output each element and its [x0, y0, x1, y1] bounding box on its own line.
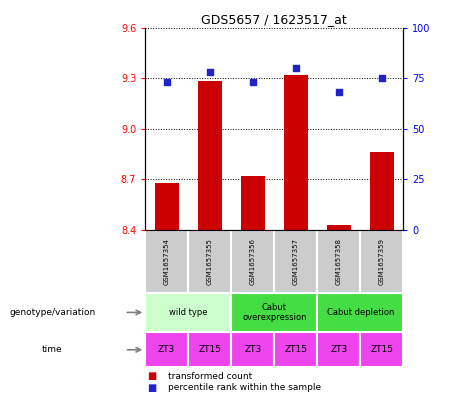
- Text: percentile rank within the sample: percentile rank within the sample: [168, 384, 321, 392]
- Bar: [317, 230, 361, 293]
- Bar: [317, 332, 361, 367]
- Text: Cabut
overexpression: Cabut overexpression: [242, 303, 307, 322]
- Point: [378, 75, 385, 81]
- Bar: [274, 332, 317, 367]
- Bar: [317, 293, 403, 332]
- Bar: [155, 183, 178, 230]
- Text: ZT3: ZT3: [244, 345, 261, 354]
- Text: ■: ■: [148, 383, 157, 393]
- Text: genotype/variation: genotype/variation: [9, 308, 95, 317]
- Text: ZT15: ZT15: [284, 345, 307, 354]
- Text: ZT15: ZT15: [198, 345, 221, 354]
- Point: [292, 65, 300, 71]
- Text: GSM1657356: GSM1657356: [250, 238, 256, 285]
- Bar: [284, 75, 307, 230]
- Text: Cabut depletion: Cabut depletion: [327, 308, 394, 317]
- Bar: [145, 293, 231, 332]
- Bar: [188, 230, 231, 293]
- Point: [163, 79, 171, 85]
- Point: [335, 89, 343, 95]
- Text: transformed count: transformed count: [168, 372, 253, 380]
- Text: time: time: [41, 345, 62, 354]
- Text: GSM1657358: GSM1657358: [336, 238, 342, 285]
- Point: [249, 79, 256, 85]
- Point: [206, 69, 213, 75]
- Text: GSM1657359: GSM1657359: [379, 238, 385, 285]
- Bar: [241, 176, 265, 230]
- Bar: [361, 230, 403, 293]
- Text: ZT3: ZT3: [330, 345, 348, 354]
- Text: ZT3: ZT3: [158, 345, 175, 354]
- Bar: [145, 332, 188, 367]
- Bar: [231, 332, 274, 367]
- Bar: [188, 332, 231, 367]
- Text: GSM1657355: GSM1657355: [207, 238, 213, 285]
- Text: GSM1657357: GSM1657357: [293, 238, 299, 285]
- Bar: [361, 332, 403, 367]
- Text: ZT15: ZT15: [370, 345, 393, 354]
- Text: wild type: wild type: [169, 308, 207, 317]
- Bar: [370, 152, 394, 230]
- Bar: [274, 230, 317, 293]
- Title: GDS5657 / 1623517_at: GDS5657 / 1623517_at: [201, 13, 347, 26]
- Bar: [198, 81, 222, 230]
- Bar: [231, 293, 317, 332]
- Text: GSM1657354: GSM1657354: [164, 238, 170, 285]
- Bar: [327, 225, 351, 230]
- Text: ■: ■: [148, 371, 157, 381]
- Bar: [231, 230, 274, 293]
- Bar: [145, 230, 188, 293]
